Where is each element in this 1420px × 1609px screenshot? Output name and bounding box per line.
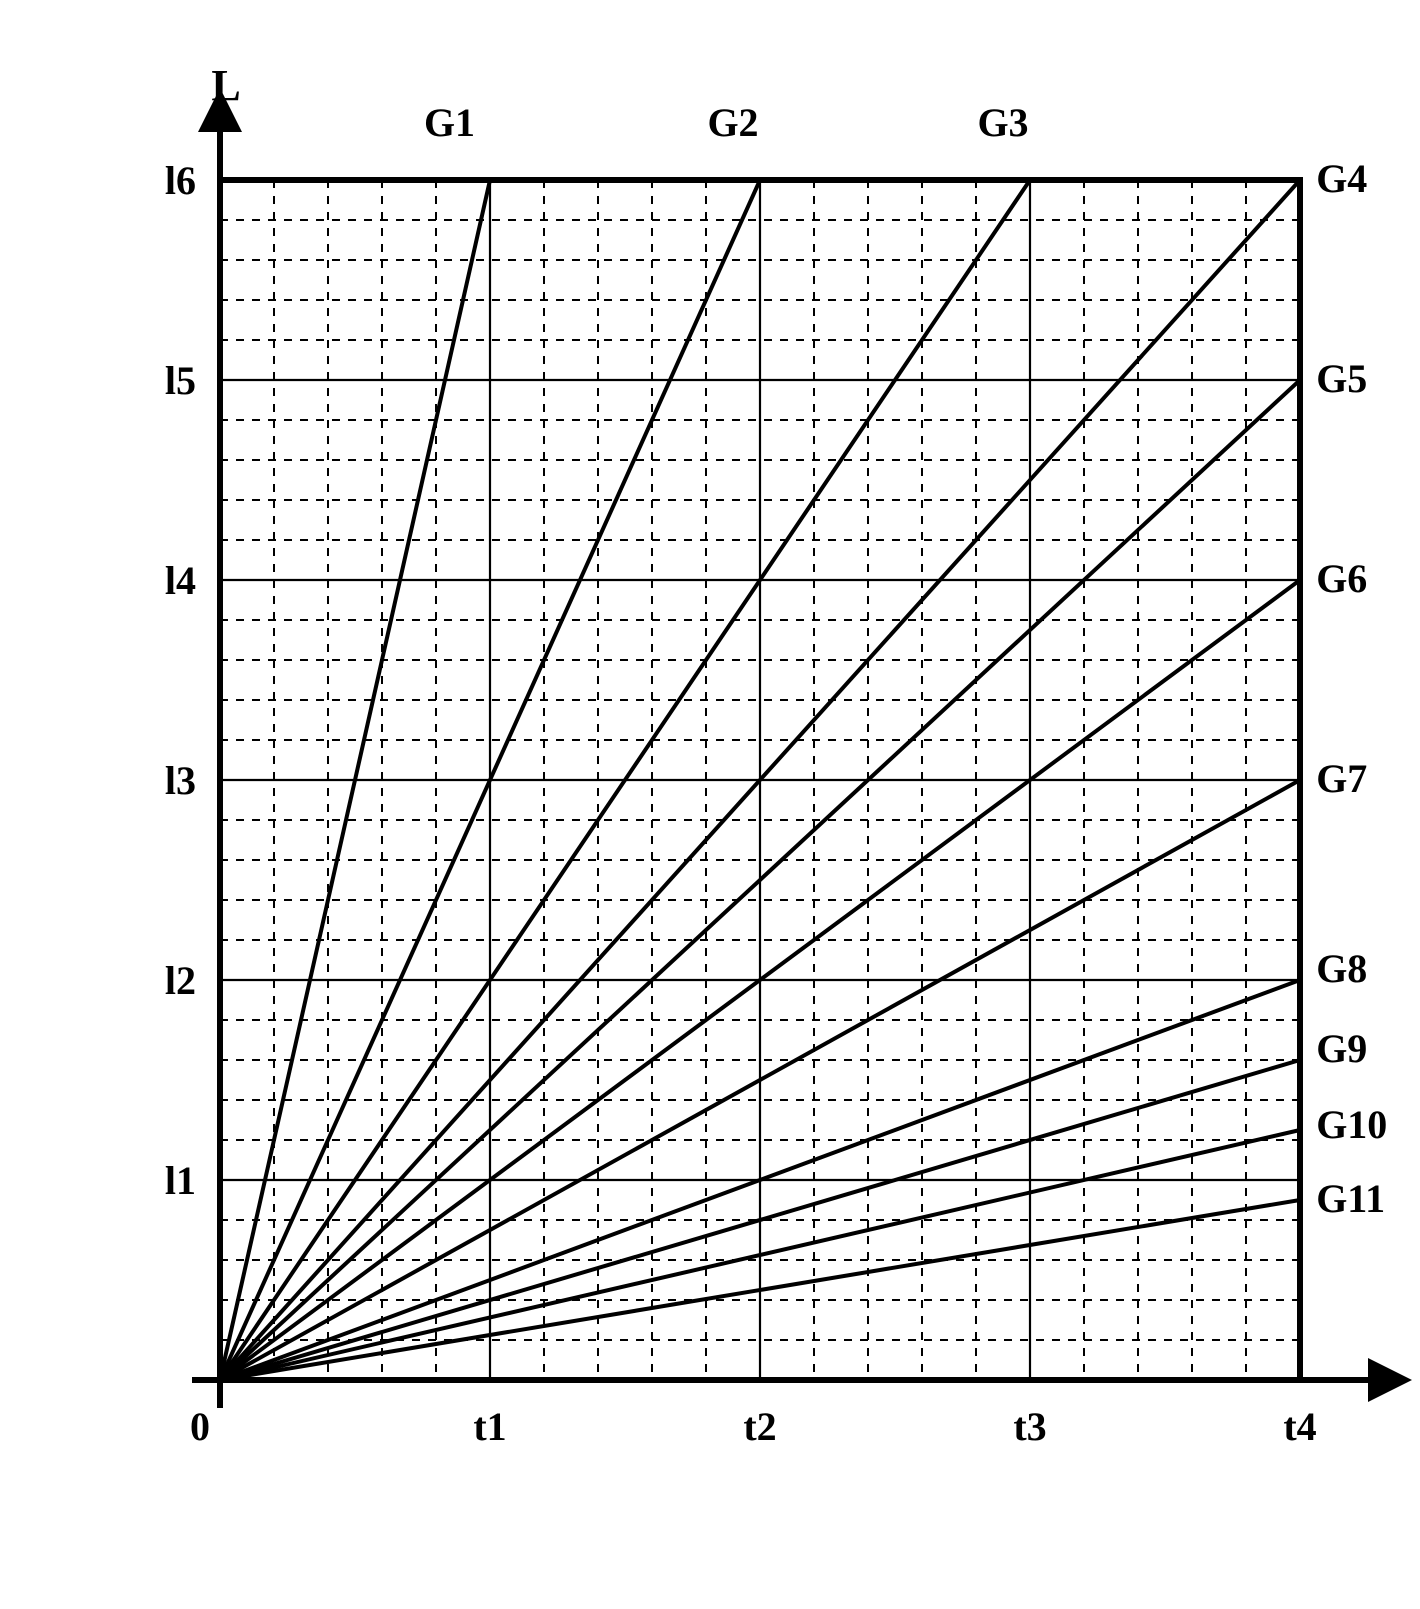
y-axis-title: L: [211, 61, 240, 110]
series-label: G10: [1316, 1102, 1387, 1147]
y-tick-label: l3: [165, 758, 196, 803]
series-label: G4: [1316, 156, 1367, 201]
series-label: G3: [977, 100, 1028, 145]
series-label: G7: [1316, 756, 1367, 801]
series-label: G8: [1316, 946, 1367, 991]
y-tick-label: l2: [165, 958, 196, 1003]
y-tick-label: l5: [165, 358, 196, 403]
y-tick-label: l1: [165, 1158, 196, 1203]
y-tick-label: l4: [165, 558, 196, 603]
series-label: G5: [1316, 356, 1367, 401]
x-tick-label: t2: [743, 1404, 776, 1449]
series-label: G11: [1316, 1176, 1385, 1221]
series-label: G6: [1316, 556, 1367, 601]
y-tick-label: l6: [165, 158, 196, 203]
x-tick-label: t1: [473, 1404, 506, 1449]
origin-label: 0: [190, 1404, 210, 1449]
series-label: G2: [707, 100, 758, 145]
line-chart: G1G2G3G4G5G6G7G8G9G10G11G1G2G3G4G5G6G7G8…: [40, 40, 1380, 1569]
chart-svg: G1G2G3G4G5G6G7G8G9G10G11G1G2G3G4G5G6G7G8…: [40, 40, 1420, 1564]
x-tick-label: t3: [1013, 1404, 1046, 1449]
x-tick-label: t4: [1283, 1404, 1316, 1449]
series-label: G1: [424, 100, 475, 145]
series-label: G9: [1316, 1026, 1367, 1071]
